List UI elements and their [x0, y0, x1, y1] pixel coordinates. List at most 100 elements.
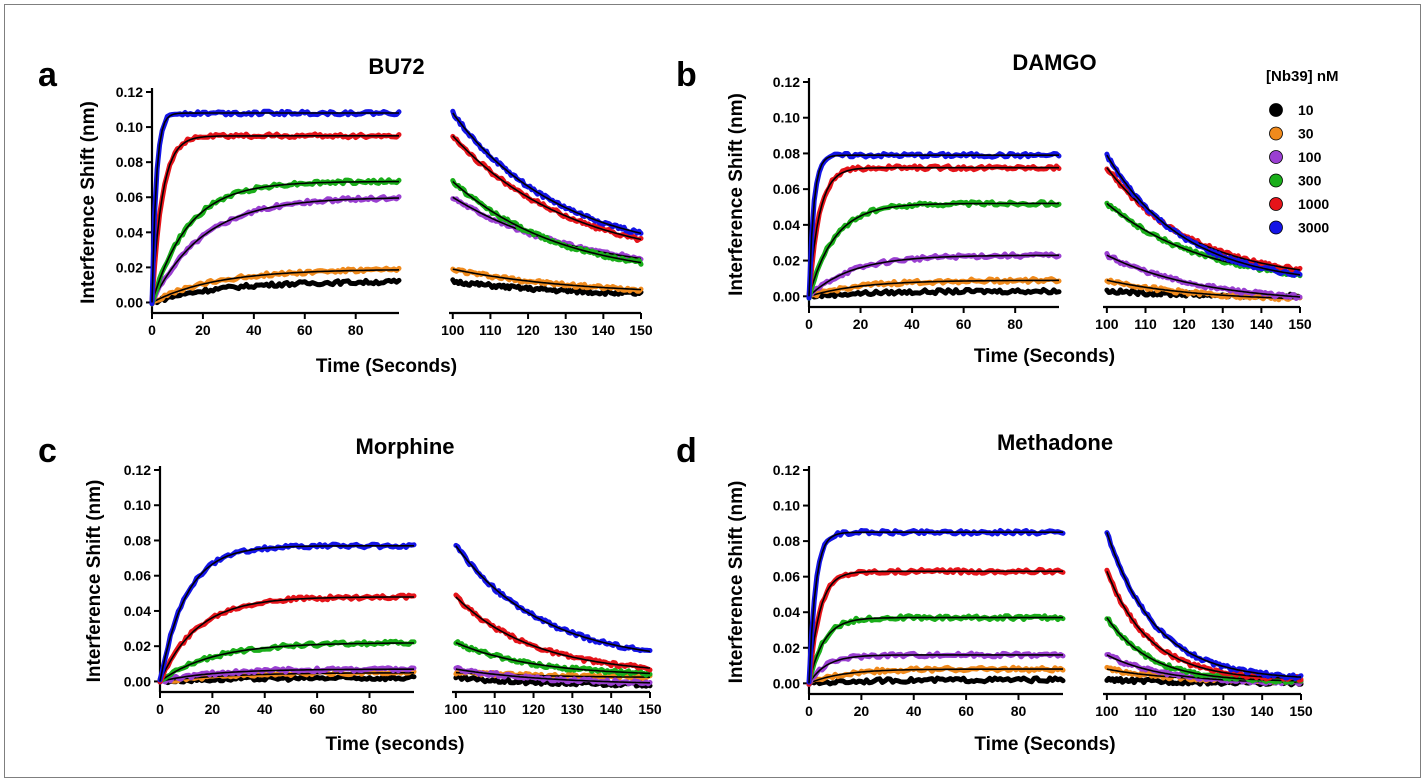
x-tick-label: 60 [956, 316, 972, 332]
legend-title: [Nb39] nM [1266, 68, 1339, 85]
x-tick-label: 40 [246, 322, 262, 338]
x-tick-label: 20 [205, 701, 221, 717]
panel-title: Morphine [356, 434, 455, 459]
series-3000 [806, 150, 1303, 301]
series-1000 [149, 131, 644, 305]
y-tick-label: 0.04 [124, 603, 151, 619]
x-tick-label: 120 [1172, 316, 1196, 332]
fit-line-dissociation [452, 268, 642, 291]
fit-line-dissociation [455, 545, 651, 653]
series-3000 [806, 528, 1304, 685]
legend-item-300: 300 [1269, 173, 1322, 189]
panel-title: BU72 [368, 54, 424, 79]
panel-title: DAMGO [1012, 50, 1096, 75]
y-axis-label: Interference Shift (nm) [726, 481, 747, 684]
fit-line-association [151, 197, 399, 303]
y-tick-label: 0.12 [124, 462, 151, 478]
fit-line-dissociation [1106, 254, 1301, 298]
series-300 [157, 638, 653, 683]
y-axis-label: Interference Shift (nm) [726, 93, 747, 296]
panel-letter: d [676, 432, 697, 470]
y-tick-label: 0.08 [124, 532, 151, 548]
legend: [Nb39] nM 10 30 100 300 1000 3000 [1266, 68, 1339, 236]
x-axis-label: Time (Seconds) [974, 734, 1115, 755]
fit-line-association [808, 154, 1059, 297]
series-10 [149, 277, 644, 306]
legend-label: 100 [1298, 149, 1322, 165]
legend-marker [1269, 173, 1283, 188]
legend-label: 30 [1298, 126, 1314, 142]
x-tick-label: 80 [1007, 316, 1023, 332]
x-axis-label: Time (Seconds) [316, 356, 457, 377]
x-tick-label: 140 [599, 701, 623, 717]
x-tick-label: 110 [1134, 316, 1157, 332]
legend-label: 10 [1298, 102, 1314, 118]
x-tick-label: 100 [441, 322, 465, 338]
fit-line-association [808, 668, 1063, 685]
y-tick-label: 0.08 [116, 154, 143, 170]
y-tick-label: 0.00 [116, 294, 143, 310]
panel-letter: c [38, 432, 57, 470]
fit-line-dissociation [1106, 154, 1301, 276]
fit-line-association [151, 180, 399, 303]
x-tick-label: 80 [362, 701, 378, 717]
legend-marker [1269, 150, 1283, 164]
x-axis-label: Time (seconds) [325, 734, 464, 755]
legend-item-10: 10 [1269, 102, 1314, 118]
y-tick-label: 0.02 [773, 640, 800, 656]
y-tick-label: 0.02 [124, 638, 151, 654]
y-tick-label: 0.02 [773, 253, 800, 269]
fit-line-dissociation [455, 596, 651, 669]
fit-line-dissociation [1106, 279, 1300, 300]
x-tick-label: 40 [906, 703, 922, 719]
x-tick-label: 20 [854, 703, 870, 719]
y-tick-label: 0.06 [773, 569, 800, 585]
x-tick-label: 110 [1134, 703, 1157, 719]
y-tick-label: 0.06 [124, 568, 151, 584]
y-tick-label: 0.04 [773, 604, 800, 620]
y-axis-label: Interference Shift (nm) [84, 480, 105, 683]
x-tick-label: 60 [297, 322, 313, 338]
legend-marker [1269, 220, 1283, 235]
x-tick-label: 120 [1173, 703, 1197, 719]
series-100 [157, 665, 653, 687]
x-tick-label: 130 [554, 322, 578, 338]
legend-item-1000: 1000 [1269, 196, 1329, 212]
legend-marker [1269, 126, 1283, 141]
x-axis-label: Time (Seconds) [974, 346, 1115, 367]
y-tick-label: 0.12 [773, 462, 800, 478]
fit-line-association [808, 616, 1063, 684]
fit-line-association [808, 570, 1063, 684]
y-tick-label: 0.02 [116, 259, 143, 275]
legend-item-100: 100 [1269, 149, 1322, 165]
fit-line-dissociation [1106, 531, 1302, 678]
x-tick-label: 100 [1095, 316, 1119, 332]
fit-line-dissociation [452, 112, 642, 235]
x-tick-label: 100 [1095, 703, 1119, 719]
panel-letter: b [676, 56, 697, 94]
series-100 [149, 194, 644, 305]
figure-frame [4, 4, 1421, 778]
series-3000 [157, 541, 653, 683]
fit-line-association [159, 596, 414, 682]
x-tick-label: 150 [1289, 703, 1313, 719]
fit-line-dissociation [455, 641, 651, 675]
panel-d: d Methadone Interference Shift (nm) Time (S… [676, 430, 1313, 755]
legend-item-30: 30 [1269, 126, 1314, 142]
y-tick-label: 0.10 [124, 497, 151, 513]
x-tick-label: 140 [592, 322, 616, 338]
series-3000 [149, 108, 644, 307]
series-data-dissociation [1104, 530, 1304, 682]
x-tick-label: 110 [483, 701, 506, 717]
x-tick-label: 80 [1011, 703, 1027, 719]
series-1000 [157, 592, 653, 685]
fit-line-association [151, 281, 399, 304]
y-tick-label: 0.00 [773, 675, 800, 691]
x-tick-label: 140 [1250, 316, 1274, 332]
y-tick-label: 0.04 [116, 224, 143, 240]
series-data-association [806, 163, 1062, 299]
fit-line-association [159, 544, 414, 682]
fit-line-dissociation [452, 280, 642, 295]
x-tick-label: 40 [904, 316, 920, 332]
